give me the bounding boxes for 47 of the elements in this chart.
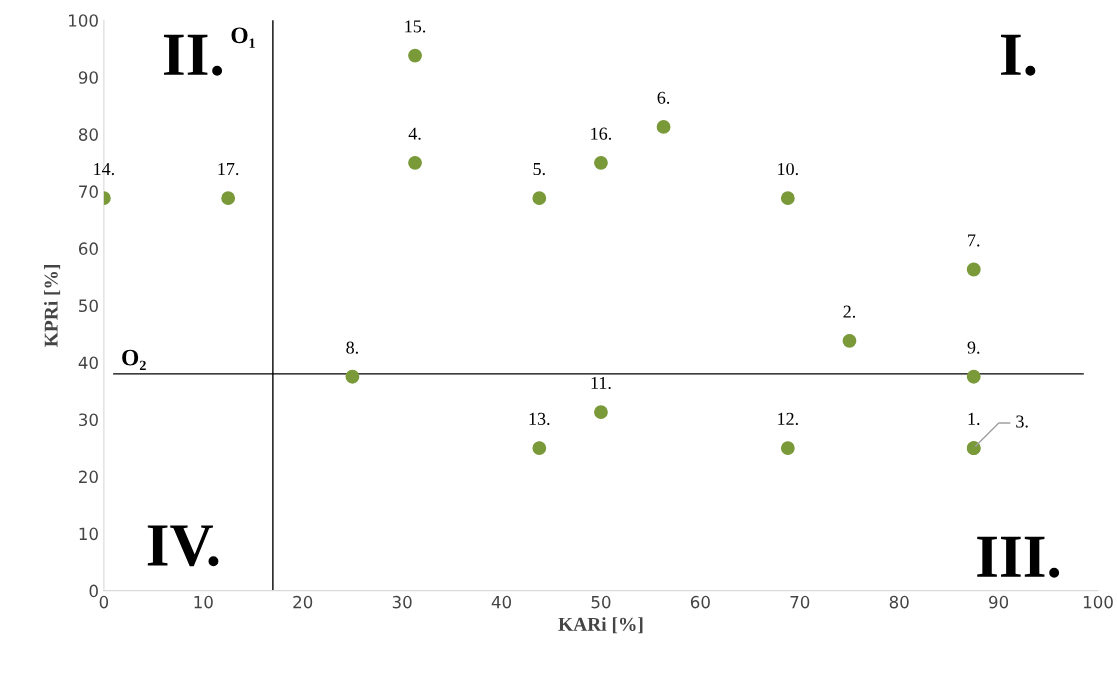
y-tick-label: 100	[69, 14, 98, 27]
annotation: 14.	[94, 163, 114, 176]
x-tick-label: 0	[99, 595, 109, 609]
annotation: 15.	[405, 20, 426, 33]
y-tick-label: 30	[79, 413, 98, 427]
annotation: I.	[1001, 34, 1036, 76]
y-tick-label: 70	[79, 185, 98, 198]
annotation: 2.	[843, 305, 856, 318]
x-tick-label: 70	[790, 595, 810, 609]
x-tick-label: 40	[491, 595, 512, 609]
y-tick-label: 50	[79, 299, 98, 313]
y-axis-title: KPRi [%]	[44, 265, 61, 347]
annotation: 12.	[778, 412, 798, 425]
annotation: 10.	[778, 162, 798, 176]
annotation: 11.	[591, 376, 611, 390]
annotation: 5.	[533, 163, 545, 176]
annotation: 3.	[1016, 415, 1028, 428]
annotation: 9.	[967, 341, 980, 354]
annotation: 1.	[968, 412, 980, 425]
x-tick-label: 30	[392, 595, 412, 609]
ref-line-label: O₁	[231, 27, 255, 48]
annotation: 8.	[346, 341, 358, 354]
annotation: 7.	[968, 234, 980, 247]
annotation: 13.	[529, 412, 550, 425]
y-tick-label: 20	[79, 470, 98, 484]
y-tick-label: 60	[78, 242, 98, 255]
ref-line-label: O₂	[122, 349, 146, 371]
annotation: IV.	[147, 525, 219, 567]
y-tick-label: 40	[78, 356, 98, 370]
annotation: 6.	[657, 91, 670, 104]
x-axis-title: KARi [%]	[558, 617, 643, 634]
annotation: II.	[163, 34, 223, 76]
y-tick-label: 0	[89, 584, 98, 598]
x-tick-label: 50	[591, 595, 611, 609]
x-tick-label: 100	[1083, 595, 1113, 609]
annotation: 17.	[218, 163, 239, 176]
x-tick-label: 20	[293, 595, 313, 609]
x-tick-label: 60	[690, 595, 710, 609]
annotation: III.	[977, 536, 1060, 578]
annotation: 4.	[408, 127, 421, 140]
y-tick-label: 10	[79, 527, 98, 541]
x-tick-label: 80	[889, 595, 909, 609]
y-tick-label: 80	[78, 128, 98, 141]
annotation: 16.	[591, 127, 612, 140]
x-tick-label: 10	[194, 595, 213, 609]
x-tick-label: 90	[989, 595, 1009, 609]
y-tick-label: 90	[78, 71, 98, 84]
